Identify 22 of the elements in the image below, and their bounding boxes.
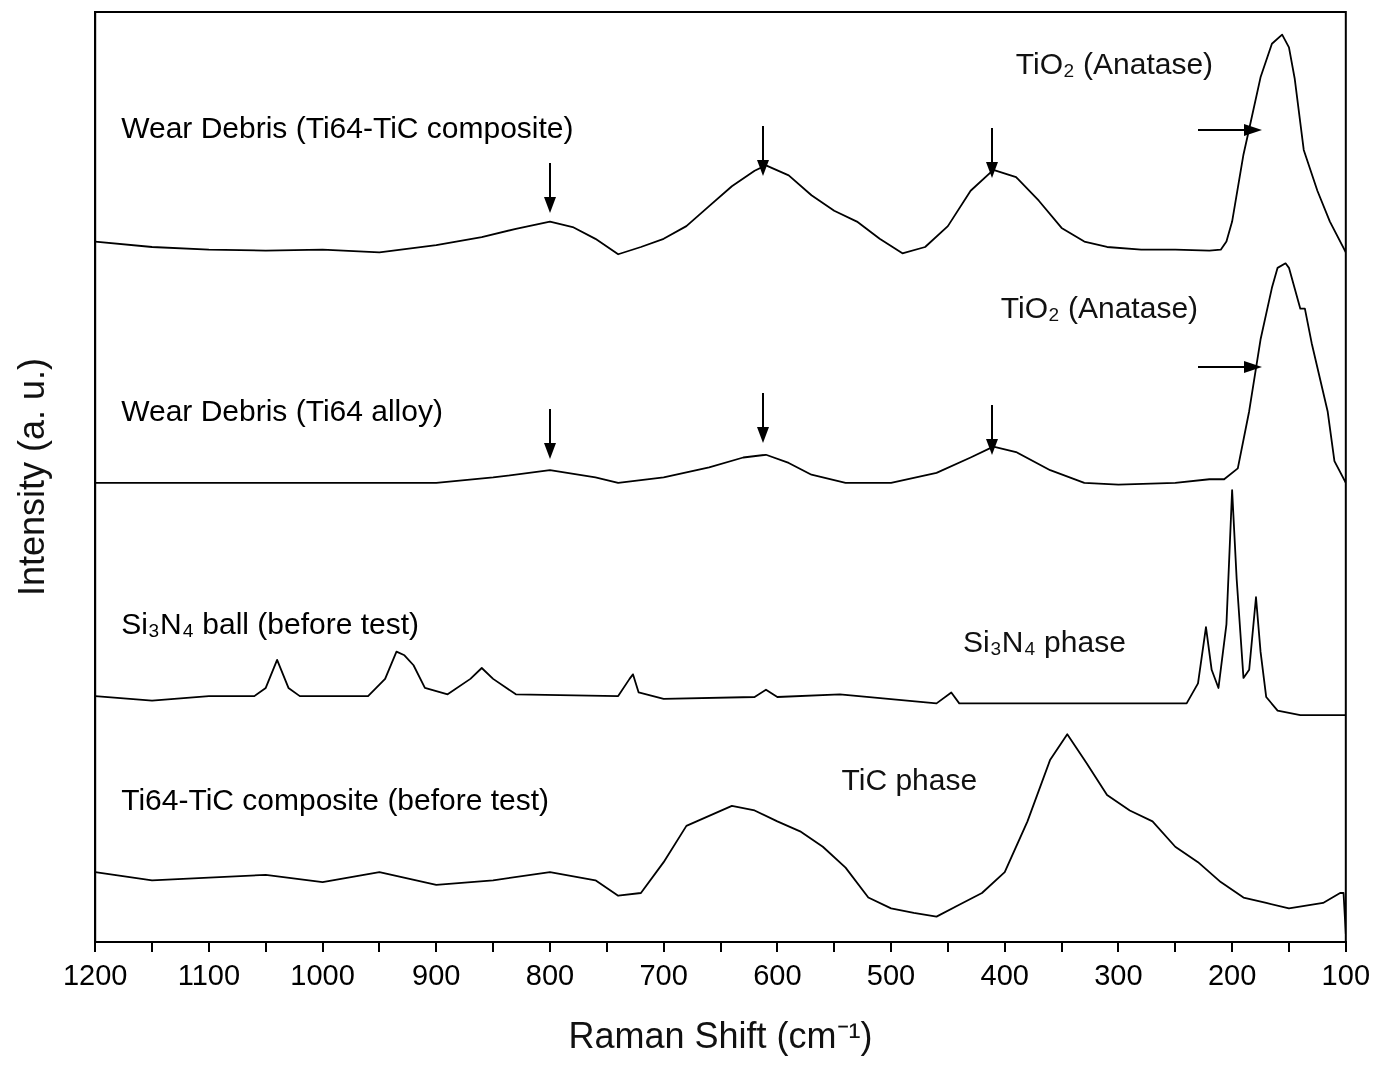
annotation: TiO₂ (Anatase): [1000, 290, 1199, 324]
x-tick-label: 900: [412, 959, 461, 992]
text: Wear Debris (Ti64-TiC composite): [121, 110, 574, 144]
x-tick-label: 300: [1094, 959, 1143, 992]
x-tick-label: 1100: [177, 959, 241, 992]
x-axis-title: Raman Shift (cm⁻¹): [568, 1015, 873, 1057]
annotation: TiC phase: [841, 763, 978, 797]
x-tick-label: 800: [525, 959, 575, 992]
x-tick-label: 400: [980, 959, 1029, 992]
series-label: Wear Debris (Ti64 alloy): [121, 394, 443, 428]
x-tick-label: 500: [866, 959, 916, 992]
y-axis-title: Intensity (a. u.): [10, 357, 52, 597]
annotation: Si₃N₄ phase: [962, 624, 1126, 658]
series-label: Ti64-TiC composite (before test): [121, 783, 550, 817]
annotation: TiO₂ (Anatase): [1015, 47, 1214, 81]
x-tick-label: 1200: [62, 959, 128, 992]
x-tick-label: 200: [1207, 959, 1257, 992]
x-tick-label: 1000: [290, 959, 355, 992]
x-tick-label: 600: [753, 959, 802, 992]
series-label: Si₃N₄ ball (before test): [121, 607, 420, 641]
x-tick-label: 100: [1321, 959, 1370, 992]
x-tick-label: 700: [639, 959, 688, 992]
